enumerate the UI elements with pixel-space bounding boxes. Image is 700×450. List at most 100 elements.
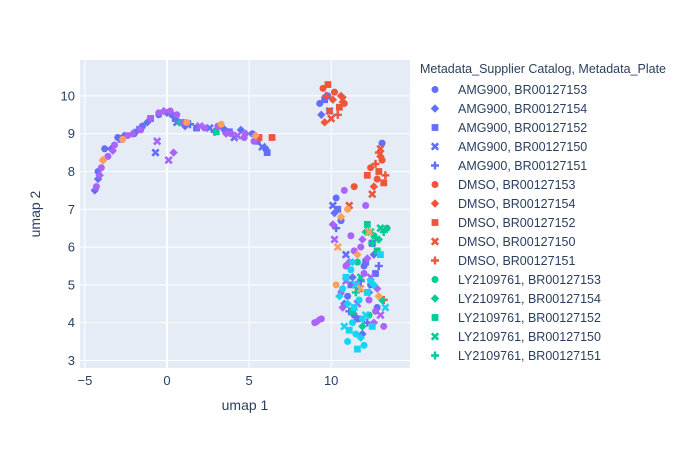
data-point[interactable]	[340, 186, 348, 194]
data-point[interactable]	[330, 88, 338, 96]
data-point[interactable]	[212, 128, 220, 136]
data-point[interactable]	[241, 129, 251, 138]
series-dmso-br00127153[interactable]	[319, 84, 386, 191]
data-point[interactable]	[326, 107, 334, 115]
data-point[interactable]	[343, 299, 352, 308]
data-point[interactable]	[171, 115, 179, 122]
data-point[interactable]	[371, 159, 380, 168]
data-point[interactable]	[268, 134, 276, 141]
data-point[interactable]	[166, 107, 174, 115]
data-point[interactable]	[263, 149, 271, 156]
data-point[interactable]	[217, 120, 225, 128]
data-point[interactable]	[372, 270, 379, 277]
data-point[interactable]	[336, 212, 346, 222]
data-point[interactable]	[137, 126, 145, 134]
legend-item[interactable]: DMSO, BR00127154	[420, 194, 666, 213]
data-point[interactable]	[90, 186, 99, 195]
data-point[interactable]	[373, 175, 381, 183]
data-point[interactable]	[317, 110, 326, 119]
data-point[interactable]	[332, 224, 341, 233]
data-point[interactable]	[251, 131, 260, 140]
series-dmso-br00127152[interactable]	[255, 81, 388, 187]
data-point[interactable]	[347, 232, 355, 240]
data-point[interactable]	[334, 205, 342, 213]
data-point[interactable]	[349, 307, 356, 315]
data-point[interactable]	[344, 292, 352, 300]
data-point[interactable]	[104, 152, 112, 160]
data-point[interactable]	[327, 114, 336, 123]
legend-item[interactable]: LY2109761, BR00127151	[420, 346, 666, 365]
data-point[interactable]	[162, 108, 172, 118]
legend-item[interactable]: AMG900, BR00127153	[420, 80, 666, 99]
data-point[interactable]	[368, 239, 377, 248]
data-point[interactable]	[338, 95, 347, 104]
data-point[interactable]	[350, 304, 358, 311]
data-point[interactable]	[328, 220, 338, 229]
data-point[interactable]	[333, 110, 342, 119]
series-unlabeled[interactable]	[333, 227, 374, 293]
data-point[interactable]	[147, 115, 155, 123]
data-point[interactable]	[377, 251, 384, 259]
data-point[interactable]	[201, 124, 209, 132]
data-point[interactable]	[348, 257, 357, 267]
legend-item[interactable]: LY2109761, BR00127152	[420, 308, 666, 327]
legend-item[interactable]: AMG900, BR00127151	[420, 156, 666, 175]
data-point[interactable]	[347, 281, 355, 289]
data-point[interactable]	[375, 168, 383, 175]
data-point[interactable]	[344, 205, 352, 213]
data-point[interactable]	[333, 242, 342, 252]
data-point[interactable]	[236, 125, 246, 135]
data-point[interactable]	[97, 164, 105, 172]
data-point[interactable]	[108, 146, 118, 155]
data-point[interactable]	[328, 201, 337, 210]
data-point[interactable]	[345, 326, 353, 334]
series-unlabeled[interactable]	[339, 266, 375, 349]
data-point[interactable]	[358, 235, 367, 244]
legend-item[interactable]: AMG900, BR00127150	[420, 137, 666, 156]
data-point[interactable]	[357, 243, 365, 251]
data-point[interactable]	[233, 131, 242, 140]
data-point[interactable]	[92, 183, 100, 191]
data-point[interactable]	[363, 171, 371, 179]
data-point[interactable]	[374, 261, 383, 270]
data-point[interactable]	[363, 254, 372, 263]
data-point[interactable]	[352, 330, 360, 338]
data-point[interactable]	[338, 303, 347, 312]
data-point[interactable]	[344, 338, 352, 346]
data-point[interactable]	[347, 266, 355, 274]
data-point[interactable]	[164, 156, 173, 165]
series-ly2109761-br00127152[interactable]	[212, 128, 381, 315]
data-point[interactable]	[328, 95, 338, 104]
data-point[interactable]	[151, 148, 160, 157]
data-point[interactable]	[353, 258, 361, 266]
data-point[interactable]	[101, 145, 109, 153]
data-point[interactable]	[356, 284, 365, 293]
data-points[interactable]	[90, 81, 391, 353]
data-point[interactable]	[365, 296, 373, 304]
data-point[interactable]	[360, 270, 368, 278]
data-point[interactable]	[348, 273, 357, 282]
data-point[interactable]	[195, 122, 204, 131]
data-point[interactable]	[322, 91, 331, 100]
data-point[interactable]	[374, 235, 384, 244]
legend-item[interactable]: LY2109761, BR00127154	[420, 289, 666, 308]
data-point[interactable]	[374, 291, 384, 301]
data-point[interactable]	[205, 123, 214, 133]
series-unlabeled[interactable]	[340, 280, 390, 331]
data-point[interactable]	[362, 201, 370, 209]
data-point[interactable]	[321, 96, 329, 104]
data-point[interactable]	[332, 194, 340, 202]
legend-item[interactable]: DMSO, BR00127153	[420, 175, 666, 194]
data-point[interactable]	[354, 345, 361, 353]
data-point[interactable]	[221, 129, 231, 138]
data-point[interactable]	[173, 111, 181, 119]
data-point[interactable]	[368, 323, 376, 330]
legend-item[interactable]: LY2109761, BR00127150	[420, 327, 666, 346]
data-point[interactable]	[95, 171, 104, 180]
data-point[interactable]	[153, 137, 162, 146]
series-dmso-br00127150[interactable]	[327, 95, 385, 210]
series-unlabeled[interactable]	[153, 122, 385, 320]
legend-item[interactable]: AMG900, BR00127154	[420, 99, 666, 118]
data-point[interactable]	[159, 106, 168, 116]
data-point[interactable]	[350, 183, 358, 191]
